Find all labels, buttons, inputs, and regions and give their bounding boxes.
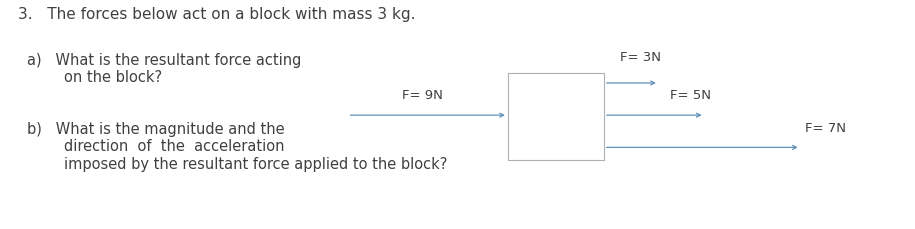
Text: F= 7N: F= 7N (805, 121, 846, 134)
Text: F= 5N: F= 5N (671, 89, 711, 102)
Text: F= 3N: F= 3N (620, 51, 661, 64)
FancyBboxPatch shape (508, 73, 604, 160)
Text: b)   What is the magnitude and the
        direction  of  the  acceleration
    : b) What is the magnitude and the directi… (27, 121, 447, 171)
Text: 3.   The forces below act on a block with mass 3 kg.: 3. The forces below act on a block with … (18, 7, 415, 22)
Text: a)   What is the resultant force acting
        on the block?: a) What is the resultant force acting on… (27, 53, 302, 85)
Text: F= 9N: F= 9N (403, 89, 443, 102)
